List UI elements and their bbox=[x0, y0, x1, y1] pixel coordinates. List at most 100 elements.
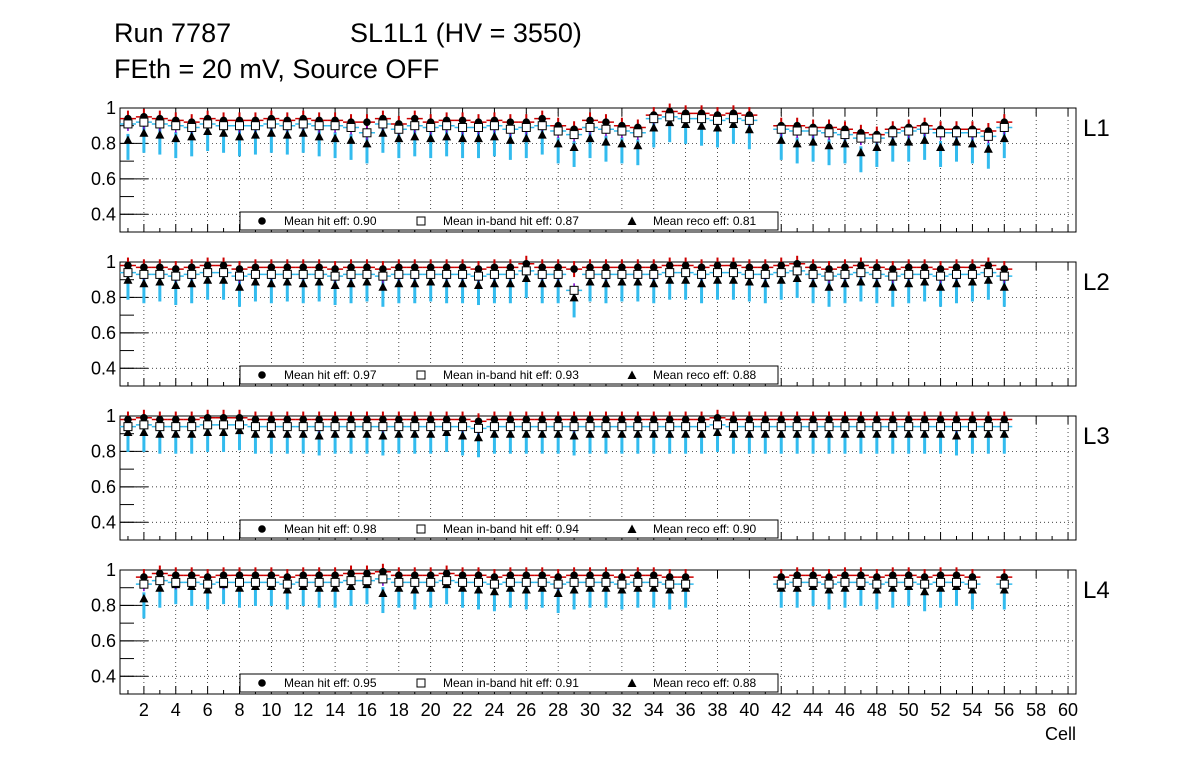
conditions-title: FEth = 20 mV, Source OFF bbox=[114, 54, 439, 84]
reco-point bbox=[362, 276, 372, 286]
hit-point bbox=[681, 261, 690, 270]
reco-point bbox=[458, 133, 468, 143]
hit-point bbox=[586, 263, 594, 272]
y-tick-label: 0.4 bbox=[91, 358, 116, 378]
hit-point bbox=[156, 569, 164, 578]
inband-point bbox=[410, 422, 420, 432]
reco-point bbox=[824, 282, 834, 291]
reco-point bbox=[952, 430, 961, 440]
inband-point bbox=[585, 422, 595, 432]
inband-point bbox=[776, 422, 786, 432]
reco-point bbox=[808, 278, 818, 288]
hit-point bbox=[602, 415, 610, 424]
inband-point bbox=[362, 269, 372, 279]
hit-point bbox=[665, 261, 674, 270]
inband-point bbox=[840, 422, 850, 432]
legend-hit-marker bbox=[258, 371, 266, 379]
hit-point bbox=[920, 573, 929, 581]
inband-point bbox=[171, 577, 181, 587]
reco-point bbox=[936, 142, 946, 151]
inband-point bbox=[824, 579, 834, 589]
hit-point bbox=[602, 571, 610, 580]
inband-point bbox=[235, 577, 244, 587]
inband-point bbox=[266, 269, 276, 279]
inband-point bbox=[123, 268, 133, 278]
legend-hit-label: Mean hit eff: 0.95 bbox=[284, 676, 377, 690]
hit-point bbox=[410, 263, 419, 272]
inband-point bbox=[187, 122, 197, 132]
x-tick-label: 22 bbox=[453, 700, 473, 720]
hit-point bbox=[458, 263, 467, 272]
reco-point bbox=[904, 137, 914, 146]
reco-point bbox=[235, 282, 244, 291]
reco-point bbox=[489, 429, 499, 438]
reco-point bbox=[792, 583, 802, 592]
hit-point bbox=[586, 116, 594, 125]
inband-point bbox=[920, 579, 930, 589]
legend-inband-marker bbox=[416, 370, 426, 380]
y-tick-label: 1 bbox=[106, 252, 116, 272]
inband-point bbox=[426, 122, 436, 132]
hit-point bbox=[219, 413, 228, 422]
x-axis: 2 4 6 8 10 12 14 16 18 20 22 24 26 28 30 32 34 36 38 40 42 44… bbox=[139, 700, 1078, 720]
inband-point bbox=[250, 121, 260, 131]
inband-point bbox=[904, 422, 914, 432]
hit-point bbox=[777, 415, 786, 424]
reco-point bbox=[139, 593, 149, 603]
hit-point bbox=[331, 415, 339, 424]
inband-point bbox=[537, 121, 547, 131]
reco-point bbox=[235, 131, 244, 141]
hit-point bbox=[888, 265, 897, 273]
hit-point bbox=[681, 415, 690, 424]
reco-point bbox=[314, 430, 324, 440]
inband-point bbox=[282, 121, 292, 131]
inband-point bbox=[187, 422, 197, 432]
inband-point bbox=[728, 268, 738, 278]
hit-point bbox=[347, 415, 355, 424]
inband-point bbox=[633, 269, 643, 279]
reco-point bbox=[346, 278, 356, 288]
reco-point bbox=[617, 584, 627, 594]
reco-point bbox=[553, 278, 563, 288]
reco-point bbox=[601, 429, 611, 438]
inband-point bbox=[617, 126, 627, 136]
hit-point bbox=[554, 263, 562, 272]
hit-point bbox=[458, 415, 467, 424]
inband-point bbox=[697, 422, 707, 432]
reco-point bbox=[601, 583, 611, 592]
hit-point bbox=[251, 415, 260, 424]
y-tick-label: 1 bbox=[106, 98, 116, 118]
hit-point bbox=[363, 118, 371, 126]
x-tick-label: 24 bbox=[484, 700, 504, 720]
reco-point bbox=[171, 280, 181, 290]
y-tick-label: 0.6 bbox=[91, 631, 116, 651]
reco-point bbox=[856, 276, 866, 286]
hit-point bbox=[729, 415, 738, 424]
hit-point bbox=[570, 571, 578, 580]
inband-point bbox=[633, 422, 643, 432]
legend-reco-marker bbox=[627, 216, 637, 225]
reco-point bbox=[617, 138, 627, 148]
inband-point bbox=[999, 579, 1009, 589]
y-tick-label: 1 bbox=[106, 560, 116, 580]
reco-point bbox=[585, 429, 595, 438]
reco-point bbox=[585, 133, 595, 143]
x-tick-label: 46 bbox=[835, 700, 855, 720]
reco-point bbox=[458, 583, 468, 592]
hit-point bbox=[570, 265, 578, 273]
reco-point bbox=[426, 583, 436, 592]
hit-point bbox=[841, 415, 849, 424]
inband-point bbox=[474, 122, 483, 132]
inband-point bbox=[458, 122, 468, 132]
inband-point bbox=[521, 577, 531, 587]
hit-point bbox=[952, 415, 961, 424]
reco-point bbox=[888, 429, 898, 438]
run-title: Run 7787 bbox=[114, 18, 231, 48]
reco-point bbox=[553, 429, 563, 438]
reco-point bbox=[856, 147, 866, 157]
inband-point bbox=[936, 577, 946, 587]
hit-point bbox=[713, 261, 722, 270]
hit-point bbox=[426, 263, 435, 272]
inband-point bbox=[155, 119, 165, 129]
inband-point bbox=[378, 422, 388, 432]
